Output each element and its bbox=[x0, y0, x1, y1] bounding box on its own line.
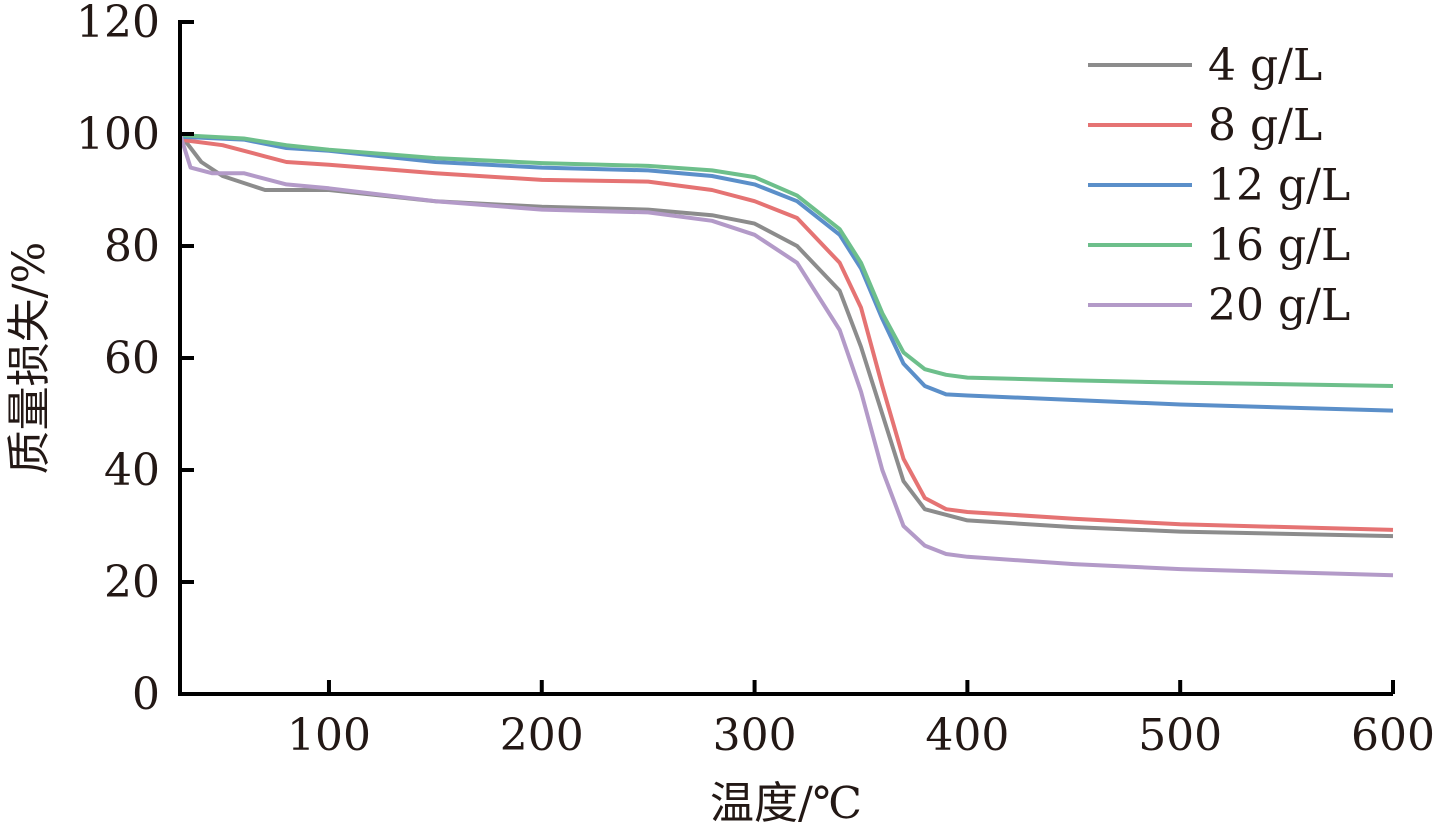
x-tick-label: 400 bbox=[925, 710, 1009, 761]
y-tick-label: 100 bbox=[76, 109, 160, 160]
y-tick-label: 120 bbox=[76, 0, 160, 48]
x-axis-label: 温度/℃ bbox=[710, 778, 862, 829]
x-tick-label: 600 bbox=[1351, 710, 1435, 761]
legend-label: 4 g/L bbox=[1208, 40, 1322, 91]
series-line-0 bbox=[178, 132, 1394, 539]
y-tick-label: 40 bbox=[104, 445, 160, 496]
y-tick-label: 80 bbox=[104, 221, 160, 272]
x-tick-label: 500 bbox=[1138, 710, 1222, 761]
plot-area: 0 20 40 60 80 100 120 100 200 300 400 500 600 4 g/L 8 … bbox=[76, 0, 1435, 761]
y-axis-label: 质量损失/% bbox=[4, 242, 55, 475]
legend-label: 16 g/L bbox=[1208, 220, 1350, 271]
y-tick-label: 0 bbox=[132, 669, 160, 720]
y-tick-label: 60 bbox=[104, 333, 160, 384]
series-line-3 bbox=[179, 133, 1394, 388]
legend-label: 12 g/L bbox=[1208, 160, 1350, 211]
legend-label: 20 g/L bbox=[1208, 280, 1350, 331]
x-tick-label: 200 bbox=[500, 710, 584, 761]
x-tick-label: 100 bbox=[287, 710, 371, 761]
series-line-4 bbox=[178, 133, 1394, 578]
y-tick-label: 20 bbox=[104, 557, 160, 608]
x-tick-label: 300 bbox=[713, 710, 797, 761]
legend-label: 8 g/L bbox=[1208, 100, 1322, 151]
series-line-1 bbox=[179, 137, 1394, 532]
